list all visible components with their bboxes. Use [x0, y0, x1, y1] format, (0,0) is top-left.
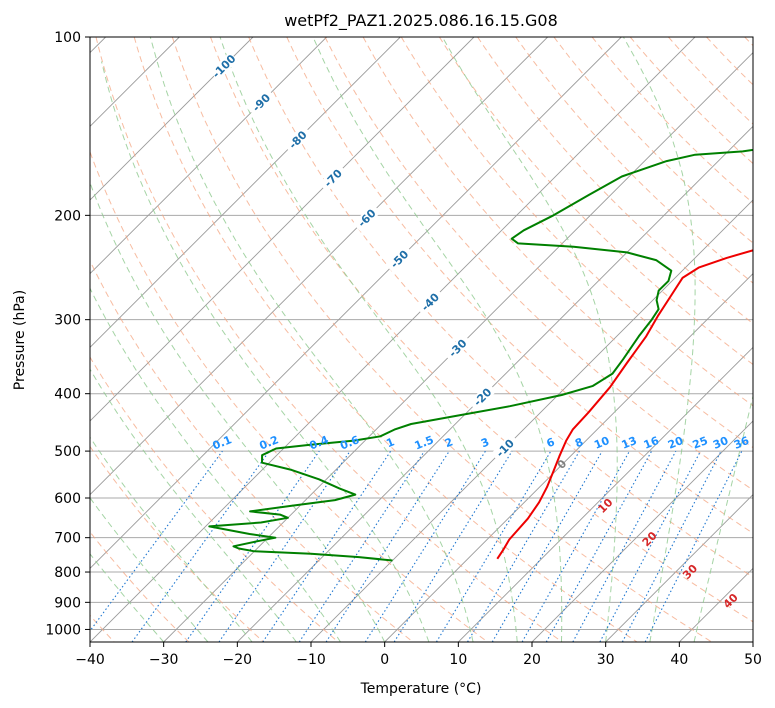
- mixing-ratio-label: 36: [732, 434, 751, 452]
- dry-adiabat-line: [90, 259, 414, 642]
- axis-ticks: −40 −30 −20 −10 0 10 20 30 40 50 1000 900 800 700 600 5…: [45, 30, 762, 668]
- mixing-ratio-label: 2: [443, 435, 455, 450]
- moist-adiabat-line: [90, 436, 253, 642]
- background-lines: [90, 37, 753, 642]
- isotherm-line: [90, 37, 327, 275]
- isotherm-label-bg: [415, 287, 445, 317]
- mixing-ratio-label: 20: [666, 434, 685, 452]
- x-tick-label: −40: [75, 652, 105, 668]
- isotherm-line: [384, 273, 753, 642]
- moist-adiabat-line: [441, 37, 618, 642]
- y-tick-label: 100: [54, 30, 81, 46]
- moist-adiabat-line: [90, 368, 297, 642]
- y-tick-label: 300: [54, 313, 81, 329]
- mixing-ratio-line: [467, 450, 580, 642]
- isotherm-label-bg: [209, 52, 238, 81]
- y-tick-label: 900: [54, 595, 81, 611]
- x-tick-label: −30: [149, 652, 179, 668]
- isotherm-label-bg: [468, 382, 497, 412]
- moist-adiabat-line: [90, 287, 341, 642]
- moist-adiabat-line: [622, 37, 696, 642]
- moist-adiabat-line: [693, 394, 753, 642]
- mixing-ratio-line: [435, 450, 552, 642]
- x-tick-label: −10: [296, 652, 326, 668]
- dry-adiabat-line: [133, 37, 638, 642]
- mixing-ratio-line: [572, 450, 677, 642]
- dry-adiabat-line: [362, 37, 753, 449]
- moist-adiabat-line: [90, 181, 386, 642]
- mixing-ratio-line: [185, 450, 320, 642]
- y-tick-label: 800: [54, 565, 81, 581]
- moist-adiabat-line: [312, 37, 563, 642]
- mixing-ratio-line: [393, 450, 513, 642]
- dry-adiabat-line: [553, 37, 753, 244]
- mixing-ratio-label: 10: [592, 434, 611, 452]
- y-tick-label: 400: [54, 387, 81, 403]
- isotherm-line: [605, 494, 753, 642]
- y-tick-label: 1000: [45, 622, 81, 638]
- isotherm-label-bg: [283, 125, 312, 154]
- y-tick-label: 600: [54, 491, 81, 507]
- isotherm-label-bg: [352, 203, 381, 233]
- isotherm-label-bg: [385, 244, 414, 274]
- dry-adiabat-line: [438, 37, 753, 366]
- isotherm-label-bg: [443, 333, 472, 363]
- isotherm-line: [237, 125, 753, 642]
- mixing-ratio-label: 13: [620, 434, 639, 452]
- dry-adiabat-line: [210, 37, 753, 623]
- isotherm-line: [90, 37, 548, 496]
- dry-adiabat-line: [90, 150, 488, 642]
- dry-adiabat-line: [286, 37, 753, 534]
- mixing-ratio-line: [545, 450, 653, 642]
- isotherm-line: [90, 37, 254, 201]
- isotherm-line: [90, 37, 622, 569]
- moist-adiabat-line: [219, 37, 518, 642]
- chart-title: wetPf2_PAZ1.2025.086.16.15.G08: [284, 11, 558, 31]
- x-tick-label: 0: [380, 652, 389, 668]
- plot-frame: [89, 36, 754, 643]
- mixing-ratio-label: 25: [691, 434, 710, 452]
- dry-adiabat-line: [400, 37, 753, 407]
- mixing-ratio-line: [521, 450, 630, 642]
- isotherm-label-bg: [318, 163, 348, 193]
- y-tick-label: 200: [54, 208, 81, 224]
- x-axis-label: Temperature (°C): [360, 681, 482, 697]
- x-tick-label: 50: [744, 652, 762, 668]
- profile-lines: [208, 148, 753, 562]
- mixing-ratio-line: [364, 450, 486, 642]
- isotherm-line: [90, 37, 696, 642]
- dewpoint-profile-line: [208, 148, 753, 562]
- moist-adiabat-line: [90, 497, 209, 642]
- y-tick-label: 700: [54, 531, 81, 547]
- x-tick-label: 20: [523, 652, 541, 668]
- y-tick-label: 500: [54, 444, 81, 460]
- dry-adiabat-line: [324, 37, 753, 491]
- y-axis-label: Pressure (hPa): [12, 290, 28, 390]
- isotherm-line: [90, 37, 475, 422]
- isotherm-label-bg: [490, 433, 520, 463]
- mixing-ratio-label: 1: [384, 435, 396, 450]
- x-tick-label: 40: [670, 652, 688, 668]
- mixing-ratio-label: 3: [479, 435, 491, 450]
- mixing-ratio-line: [491, 450, 603, 642]
- mixing-ratio-line: [325, 450, 450, 642]
- dry-adiabat-line: [90, 356, 339, 642]
- mixing-ratio-label: 8: [573, 435, 585, 450]
- x-tick-label: −20: [223, 652, 253, 668]
- temperature-profile-line: [496, 249, 753, 560]
- isotherm-line: [531, 420, 753, 642]
- dry-adiabat-line: [591, 37, 753, 204]
- x-tick-label: 10: [449, 652, 467, 668]
- dry-adiabat-line: [171, 37, 712, 642]
- isotherm-label-bg: [247, 88, 276, 117]
- dry-adiabat-line: [95, 37, 563, 642]
- dry-adiabat-line: [90, 445, 264, 642]
- mixing-ratio-label: 16: [642, 434, 661, 452]
- x-tick-label: 30: [597, 652, 615, 668]
- mixing-ratio-label: 30: [711, 434, 730, 452]
